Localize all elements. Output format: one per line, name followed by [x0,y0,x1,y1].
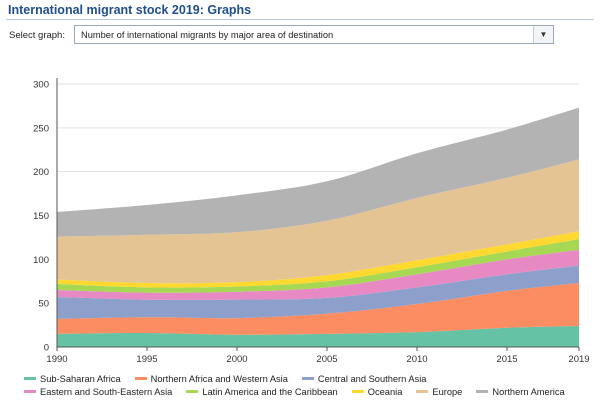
legend-swatch [134,377,147,381]
legend-label: Central and Southern Asia [317,374,427,384]
legend-swatch [351,390,364,394]
legend-label: Oceania [367,387,403,397]
legend-item[interactable]: Oceania [351,386,403,399]
page-title: International migrant stock 2019: Graphs [8,3,252,17]
y-tick-label: 0 [44,343,49,354]
graph-select[interactable]: Number of international migrants by majo… [74,25,554,44]
legend-label: Northern Africa and Western Asia [150,374,288,384]
area-central-and-southern-asia [57,265,579,319]
area-northern-africa-and-western-asia [57,283,579,335]
x-tick-label: 2015 [496,354,517,365]
area-latin-america-and-the-caribbean [57,239,579,293]
x-tick-label: 2010 [406,354,427,365]
x-tick-label: 1990 [46,354,67,365]
legend-swatch [186,390,199,394]
graph-select-value: Number of international migrants by majo… [81,30,334,40]
x-tick-label: 1995 [136,354,157,365]
x-tick-label: 2005 [316,354,337,365]
legend-item[interactable]: Eastern and South-Eastern Asia [24,386,172,399]
x-tick-label: 2000 [226,354,247,365]
y-tick-label: 50 [38,299,49,310]
legend-swatch [24,390,36,394]
legend-swatch [416,390,429,394]
chart-legend: Sub-Saharan Africa Northern Africa and We… [24,373,596,399]
legend-item[interactable]: Northern America [476,386,565,399]
legend-item[interactable]: Northern Africa and Western Asia [134,373,288,386]
y-tick-label: 100 [33,255,49,266]
select-graph-label: Select graph: [9,30,65,41]
area-europe [57,159,579,284]
x-tick-label: 2019 [568,354,589,365]
y-tick-label: 150 [33,211,49,222]
legend-label: Europe [432,387,463,397]
legend-item[interactable]: Europe [416,386,462,399]
legend-swatch [301,377,314,381]
legend-item[interactable]: Central and Southern Asia [301,373,427,386]
area-oceania [57,231,579,288]
legend-label: Latin America and the Caribbean [202,387,338,397]
legend-item[interactable]: Latin America and the Caribbean [186,386,338,399]
chevron-down-icon[interactable]: ▼ [533,26,553,43]
y-tick-label: 250 [33,123,49,134]
area-northern-america [57,107,579,237]
y-tick-label: 200 [33,167,49,178]
legend-swatch [24,377,36,381]
legend-item[interactable]: Sub-Saharan Africa [24,373,121,386]
title-divider [6,19,594,20]
y-tick-label: 300 [33,80,49,91]
legend-label: Sub-Saharan Africa [40,374,121,384]
legend-label: Northern America [492,387,565,397]
legend-swatch [476,390,489,394]
area-sub-saharan-africa [57,325,579,347]
area-eastern-and-south-eastern-asia [57,249,579,300]
legend-label: Eastern and South-Eastern Asia [40,387,173,397]
